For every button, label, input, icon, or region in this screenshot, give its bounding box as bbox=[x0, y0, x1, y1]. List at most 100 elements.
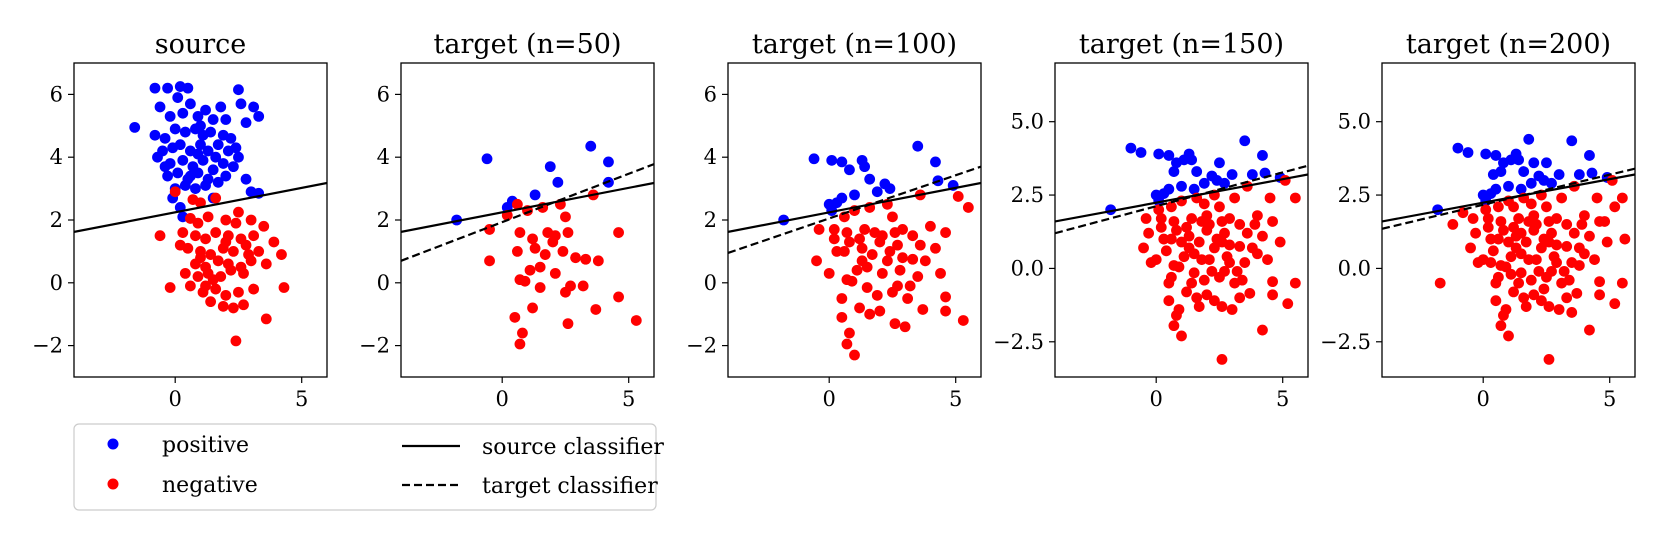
negative-point bbox=[889, 318, 901, 330]
negative-point bbox=[1518, 292, 1530, 304]
negative-point bbox=[1528, 224, 1540, 236]
positive-point bbox=[844, 164, 855, 176]
positive-point bbox=[240, 173, 252, 185]
negative-point bbox=[1594, 276, 1605, 288]
negative-point bbox=[1609, 298, 1621, 310]
scatter-points bbox=[1105, 135, 1301, 365]
negative-point bbox=[899, 321, 911, 333]
negative-point bbox=[1525, 198, 1537, 210]
negative-point bbox=[1553, 304, 1565, 315]
negative-point bbox=[1505, 251, 1517, 263]
negative-point bbox=[227, 246, 239, 257]
negative-point bbox=[613, 291, 624, 303]
negative-point bbox=[940, 305, 951, 317]
negative-point bbox=[851, 264, 863, 276]
negative-point bbox=[1482, 213, 1494, 224]
negative-point bbox=[484, 255, 495, 267]
positive-point bbox=[230, 142, 242, 154]
negative-point bbox=[276, 249, 287, 260]
negative-point bbox=[962, 202, 974, 213]
positive-point bbox=[1178, 154, 1190, 166]
y-tick-label: 0 bbox=[50, 271, 63, 295]
negative-point bbox=[940, 227, 951, 238]
negative-point bbox=[892, 239, 903, 251]
negative-point bbox=[1467, 213, 1479, 224]
x-tick-label: 0 bbox=[169, 387, 182, 411]
positive-point bbox=[836, 192, 848, 204]
negative-point bbox=[1188, 267, 1200, 279]
negative-point bbox=[1138, 242, 1149, 254]
negative-point bbox=[1208, 242, 1220, 254]
negative-point bbox=[1470, 227, 1482, 239]
positive-point bbox=[1163, 150, 1175, 161]
plot-frame bbox=[1381, 62, 1636, 378]
negative-point bbox=[1206, 265, 1218, 277]
positive-point bbox=[864, 173, 876, 185]
negative-point bbox=[1556, 192, 1568, 204]
legend-negative-label: negative bbox=[162, 473, 258, 498]
negative-point bbox=[230, 335, 242, 347]
negative-point bbox=[1520, 301, 1532, 312]
scatter-points bbox=[129, 81, 290, 347]
negative-point bbox=[509, 311, 521, 323]
x-tick-label: 0 bbox=[823, 387, 836, 411]
y-tick-label: 0 bbox=[704, 271, 717, 295]
positive-point bbox=[1452, 142, 1464, 154]
positive-point bbox=[212, 176, 224, 188]
negative-point bbox=[192, 217, 204, 229]
positive-point bbox=[1487, 169, 1499, 180]
negative-point bbox=[205, 296, 217, 308]
y-tick-label: 6 bbox=[50, 82, 63, 106]
negative-point bbox=[210, 192, 222, 204]
negative-point bbox=[570, 252, 581, 264]
negative-point bbox=[917, 304, 929, 315]
positive-point bbox=[159, 132, 171, 144]
positive-point bbox=[1515, 183, 1527, 195]
positive-point bbox=[1480, 148, 1492, 160]
positive-point bbox=[162, 170, 174, 182]
positive-point bbox=[1214, 157, 1225, 169]
negative-point bbox=[1267, 289, 1278, 301]
positive-point bbox=[1186, 154, 1198, 166]
negative-point bbox=[1229, 192, 1241, 204]
positive-point bbox=[172, 92, 184, 103]
y-tick-label: 5.0 bbox=[1338, 110, 1371, 134]
negative-point bbox=[243, 249, 254, 260]
negative-point bbox=[1584, 324, 1595, 336]
negative-point bbox=[1234, 241, 1246, 252]
negative-point bbox=[1183, 242, 1195, 254]
negative-point bbox=[253, 246, 265, 257]
negative-point bbox=[1267, 276, 1278, 288]
negative-point bbox=[1191, 292, 1203, 304]
y-tick-label: −2 bbox=[32, 334, 63, 358]
negative-point bbox=[1176, 330, 1187, 342]
positive-point bbox=[179, 180, 191, 191]
y-tick-label: 0 bbox=[377, 271, 390, 295]
negative-point bbox=[527, 302, 538, 314]
negative-point bbox=[534, 282, 546, 293]
negative-point bbox=[1490, 295, 1502, 307]
negative-point bbox=[534, 261, 546, 273]
positive-point bbox=[1553, 169, 1565, 180]
positive-point bbox=[836, 156, 848, 168]
positive-point bbox=[1219, 177, 1230, 189]
negative-point bbox=[519, 275, 531, 287]
negative-point bbox=[514, 338, 526, 350]
negative-point bbox=[1561, 219, 1573, 230]
negative-point bbox=[195, 252, 206, 264]
negative-point bbox=[897, 224, 908, 235]
negative-point bbox=[238, 299, 249, 311]
negative-point bbox=[174, 239, 186, 251]
negative-point bbox=[260, 313, 272, 325]
x-tick-label: 5 bbox=[295, 387, 308, 411]
negative-point bbox=[1571, 287, 1583, 299]
negative-point bbox=[841, 338, 853, 350]
negative-point bbox=[192, 271, 204, 282]
negative-point bbox=[1492, 271, 1504, 283]
negative-point bbox=[514, 227, 526, 238]
panel-title: target (n=150) bbox=[1079, 29, 1284, 60]
positive-point bbox=[1490, 150, 1502, 161]
negative-point bbox=[1201, 224, 1213, 236]
negative-point bbox=[207, 274, 219, 286]
positive-point bbox=[529, 189, 541, 201]
